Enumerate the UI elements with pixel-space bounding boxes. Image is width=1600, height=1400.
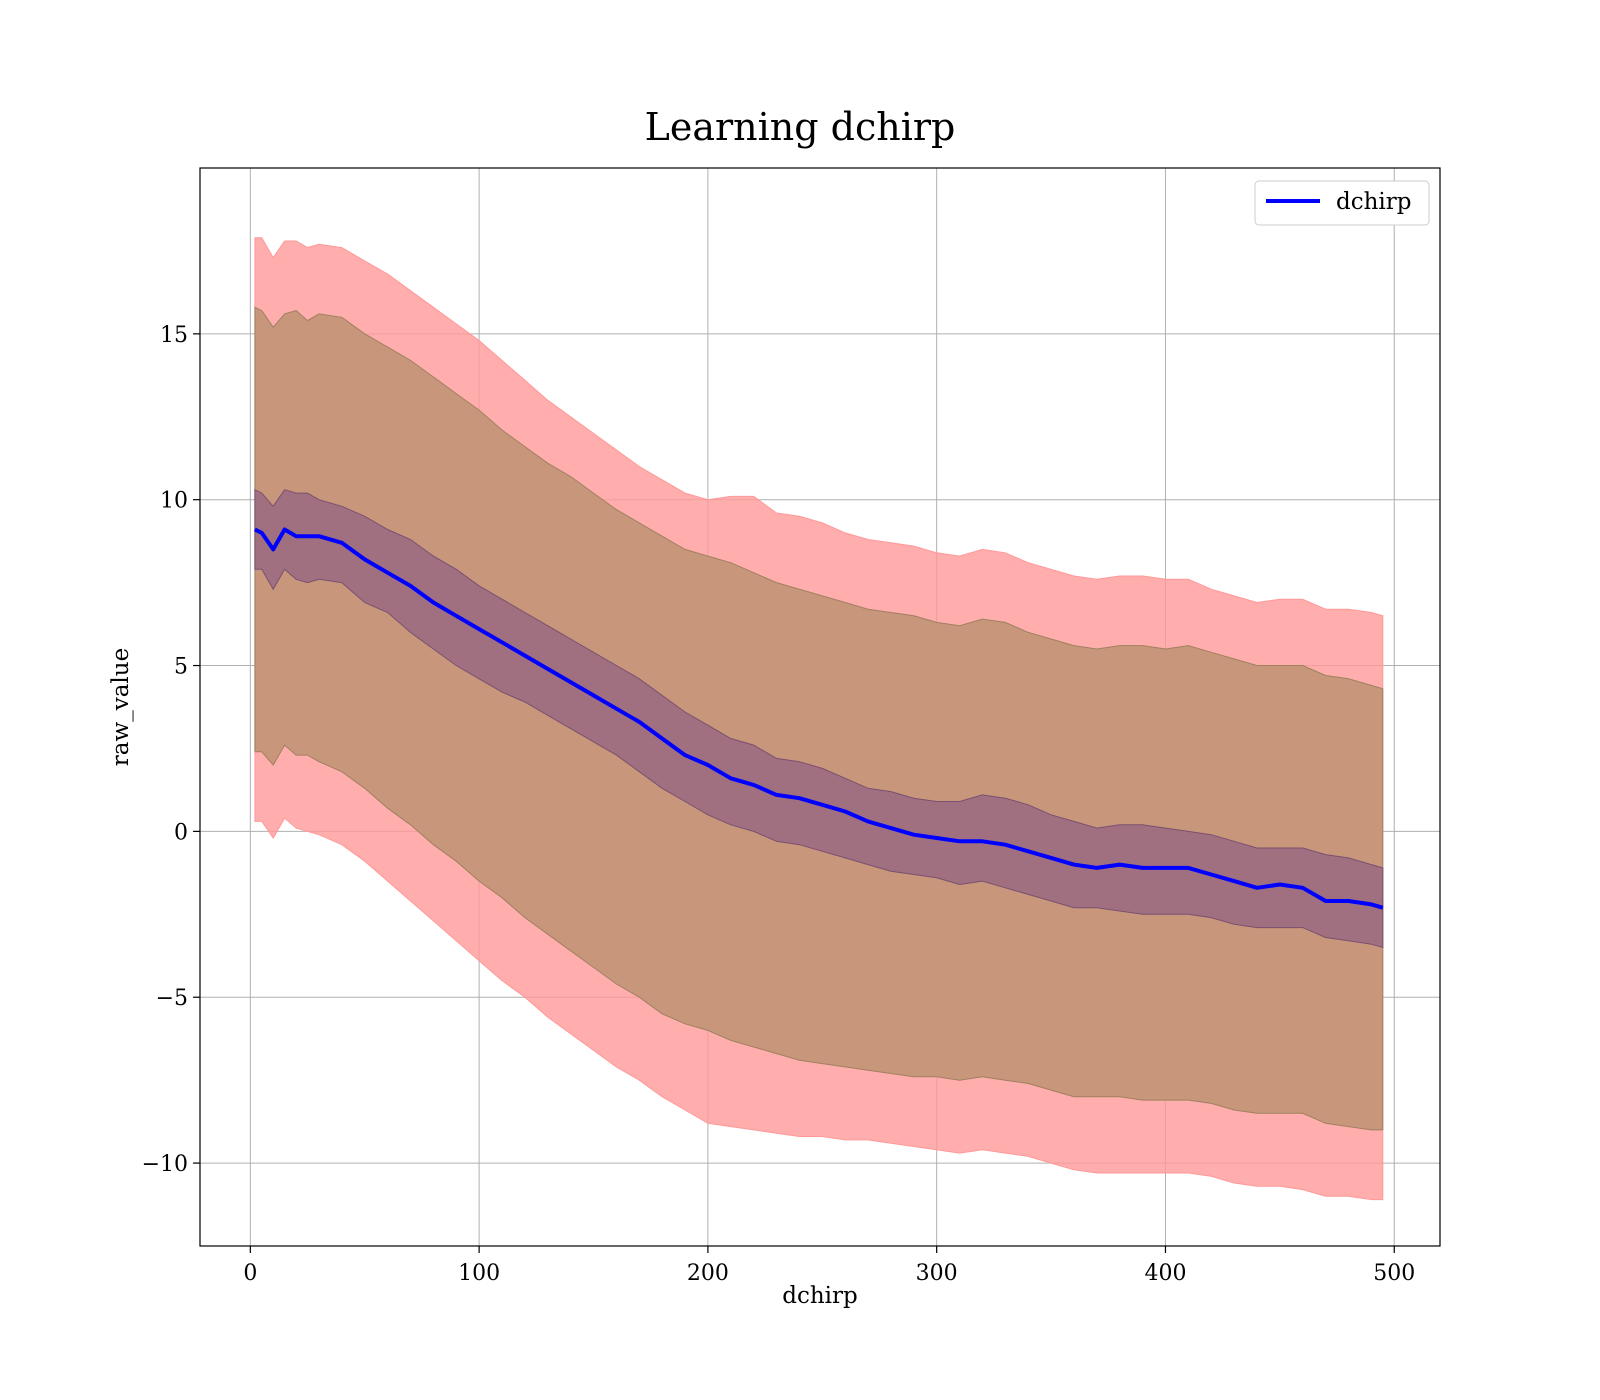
y-tick-label: −10 (142, 1152, 188, 1177)
x-tick-label: 400 (1144, 1261, 1186, 1286)
band-middle (254, 306, 1384, 1131)
y-tick-label: 15 (160, 323, 188, 348)
band-inner-layer (254, 488, 1384, 949)
x-tick-label: 200 (687, 1261, 729, 1286)
series-line-layer (254, 527, 1384, 910)
y-axis-label: raw_value (108, 648, 134, 766)
chart-title: Learning dchirp (645, 105, 956, 149)
legend-label-dchirp: dchirp (1336, 189, 1412, 215)
legend: dchirp (1254, 180, 1430, 226)
x-tick-label: 300 (916, 1261, 958, 1286)
band-inner (254, 488, 1384, 949)
plot-frame (199, 167, 1441, 1247)
y-tick-label: 10 (160, 489, 188, 514)
x-axis-label: dchirp (782, 1283, 858, 1309)
y-axis: −10 −5 0 5 10 15 (142, 323, 200, 1177)
legend-box (1254, 180, 1430, 226)
y-tick-label: 0 (174, 820, 188, 845)
band-middle-layer (254, 306, 1384, 1131)
series-line-dchirp (254, 527, 1384, 910)
x-tick-label: 500 (1373, 1261, 1415, 1286)
x-tick-label: 100 (458, 1261, 500, 1286)
x-axis: 0 100 200 300 400 500 (243, 1246, 1415, 1286)
y-tick-label: −5 (156, 986, 188, 1011)
x-tick-label: 0 (243, 1261, 257, 1286)
y-tick-label: 5 (174, 655, 188, 680)
